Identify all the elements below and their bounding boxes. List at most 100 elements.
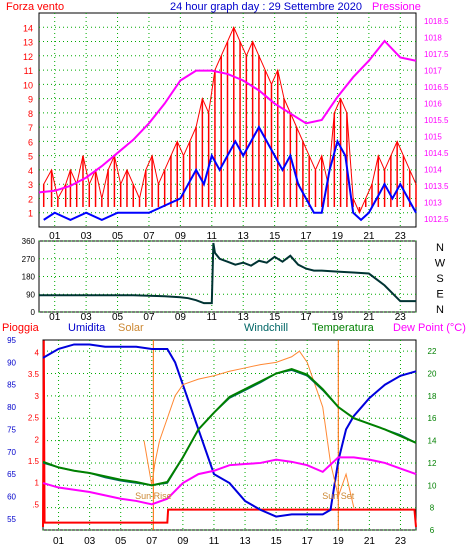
wind-axis-title: Forza vento [6,1,64,13]
wind-y-tick-label: 12 [23,52,33,62]
wind-y-tick-label: 5 [28,152,33,162]
temperature-y-tick-label: 18 [428,392,437,401]
direction-y-tick-label: 270 [22,255,36,264]
solar-line [143,350,355,508]
hour-tick-label: 17 [302,536,314,547]
hour-tick-label: 19 [332,312,344,323]
pressure-y-tick-label: 1013 [424,198,442,207]
wind-y-tick-label: 7 [28,123,33,133]
wind-y-tick-label: 1 [28,209,33,219]
pressure-y-tick-label: 1014.5 [424,149,449,158]
pressure-y-tick-label: 1018 [424,34,442,43]
hour-tick-label: 11 [207,231,218,242]
hour-tick-label: 09 [177,536,189,547]
pressure-y-tick-label: 1015.5 [424,116,449,125]
hour-tick-label: 07 [143,231,155,242]
temperature-y-tick-label: 16 [428,414,437,423]
humidity-y-tick-label: 85 [7,381,16,390]
humidity-line [42,343,417,518]
temperature-y-tick-label: 6 [430,526,435,535]
humidity-y-tick-label: 70 [7,448,16,457]
wind-y-tick-label: 3 [28,180,33,190]
hour-tick-label: 05 [112,312,124,323]
hour-tick-label: 15 [269,312,281,323]
hour-tick-label: 05 [115,536,127,547]
legend-dewpoint: Dew Point (°C) [393,322,466,334]
hour-tick-label: 03 [81,312,93,323]
wind-y-tick-label: 14 [23,23,33,33]
rain-y-tick-label: 3 [35,392,40,401]
rain-y-tick-label: .5 [32,500,39,509]
hour-tick-label: 17 [300,231,312,242]
legend-solar: Solar [118,322,144,334]
compass-label: N [436,304,444,316]
hour-tick-label: 15 [269,231,281,242]
rain-y-tick-label: 2.5 [28,414,40,423]
humidity-y-tick-label: 60 [7,492,16,501]
compass-label: N [436,242,444,254]
hour-tick-label: 15 [271,536,283,547]
compass-label: E [436,289,443,301]
wind-y-tick-label: 4 [28,166,33,176]
rain-y-tick-label: 1.5 [28,457,40,466]
wind-panel-frame [38,12,417,228]
temperature-y-tick-label: 10 [428,481,437,490]
humidity-y-tick-label: 75 [7,425,16,434]
hour-tick-label: 23 [395,231,407,242]
temperature-line [42,368,417,487]
pressure-y-tick-label: 1016 [424,100,442,109]
rain-y-tick-label: 2 [35,435,40,444]
hour-tick-label: 09 [175,312,187,323]
legend-windchill: Windchill [244,322,288,334]
pressure-y-tick-label: 1013.5 [424,182,449,191]
hour-tick-label: 11 [207,312,218,323]
chart-title: 24 hour graph day : 29 Settembre 2020 [170,1,362,13]
direction-y-tick-label: 360 [22,237,36,246]
hour-tick-label: 17 [300,312,312,323]
hour-tick-label: 13 [238,231,250,242]
hour-tick-label: 01 [53,536,65,547]
wind-y-tick-label: 8 [28,109,33,119]
dewpoint-line [42,456,417,506]
wind-y-tick-label: 9 [28,95,33,105]
rain-y-tick-label: 1 [35,479,40,488]
wind-y-tick-label: 13 [23,38,33,48]
compass-label: W [435,258,446,270]
temperature-y-tick-label: 20 [428,370,437,379]
pressure-line [38,39,417,194]
hour-tick-label: 05 [112,231,124,242]
direction-y-tick-label: 0 [31,308,36,317]
legend-humidity: Umidita [68,322,106,334]
humidity-y-tick-label: 80 [7,403,16,412]
pressure-y-tick-label: 1012.5 [424,215,449,224]
temp-panel-frame [42,339,417,531]
hour-tick-label: 01 [49,231,61,242]
temperature-y-tick-label: 22 [428,347,437,356]
wind-y-tick-label: 6 [28,137,33,147]
pressure-axis-title: Pressione [372,1,421,13]
hour-tick-label: 19 [333,536,345,547]
hour-tick-label: 09 [175,231,187,242]
temperature-y-tick-label: 12 [428,459,437,468]
hour-tick-label: 13 [238,312,250,323]
temperature-y-tick-label: 8 [430,504,435,513]
hour-tick-label: 23 [395,536,407,547]
hour-tick-label: 07 [146,536,158,547]
hour-tick-label: 23 [395,312,407,323]
legend-temperature: Temperatura [312,322,375,334]
hour-tick-label: 19 [332,231,344,242]
direction-y-tick-label: 180 [22,273,36,282]
hour-tick-label: 21 [363,312,375,323]
humidity-y-tick-label: 90 [7,358,16,367]
pressure-y-tick-label: 1015 [424,132,442,141]
rain-line [42,340,417,528]
temperature-y-tick-label: 14 [428,437,437,446]
hour-tick-label: 21 [364,536,376,547]
hour-tick-label: 03 [84,536,96,547]
hour-tick-label: 21 [363,231,375,242]
sunset-label: Sun Set [322,491,355,501]
pressure-y-tick-label: 1016.5 [424,83,449,92]
hour-tick-label: 13 [239,536,251,547]
gust-mean-line [43,125,417,222]
